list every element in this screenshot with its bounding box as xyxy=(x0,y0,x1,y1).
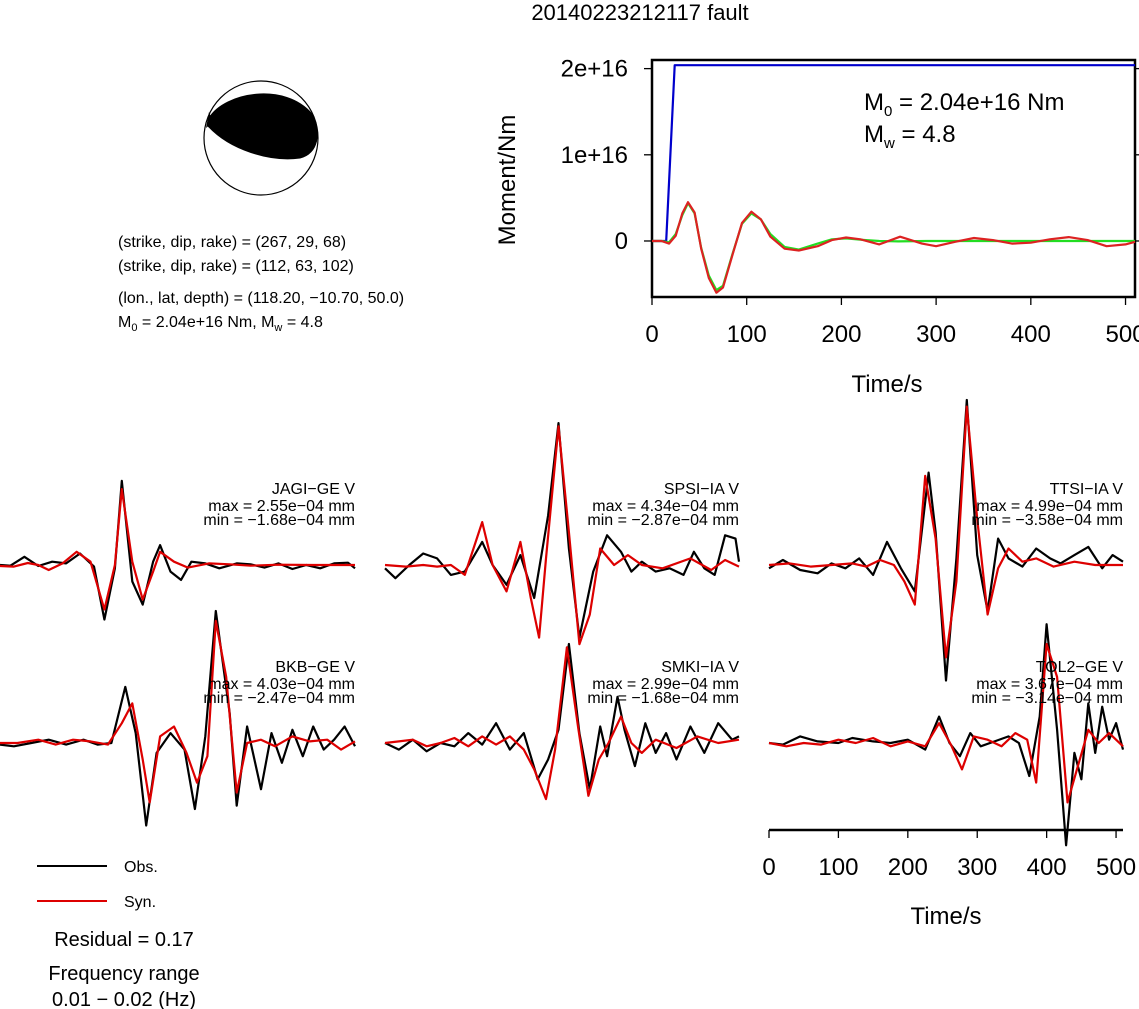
station-name: TTSI−IA V xyxy=(1050,481,1124,498)
station-name: SPSI−IA V xyxy=(664,481,739,498)
mechanism-line-2: (strike, dip, rake) = (112, 63, 102) xyxy=(118,258,354,275)
synthetic-waveform xyxy=(768,642,1124,804)
mechanism-text: (strike, dip, rake) = (267, 29, 68) (str… xyxy=(118,234,404,334)
m0-annotation: M0 = 2.04e+16 Nm xyxy=(864,89,1064,120)
mechanism-line-3: (lon., lat, depth) = (118.20, −10.70, 50… xyxy=(118,290,404,307)
waveform-x-tick-label: 300 xyxy=(957,854,997,881)
synthetic-waveform xyxy=(768,405,1123,659)
moment-plot-frame xyxy=(650,58,1137,299)
waveform-legend: Obs. Syn. Residual = 0.17 Frequency rang… xyxy=(37,859,200,1009)
station-max: max = 3.67e−04 mm xyxy=(976,676,1123,693)
synthetic-waveform xyxy=(0,619,356,804)
moment-series-green xyxy=(652,202,1135,292)
mw-annotation: Mw = 4.8 xyxy=(864,121,956,152)
figure-title: 20140223212117 fault xyxy=(531,0,748,25)
station-min: min = −3.58e−04 mm xyxy=(971,512,1123,529)
moment-chart: 0 100 200 300 400 500 0 1e+16 2e+16 Time/s Moment/… xyxy=(494,56,1139,398)
waveform-x-axis-label: Time/s xyxy=(910,903,981,930)
moment-y-tick-label: 2e+16 xyxy=(561,56,628,83)
observed-waveform xyxy=(0,609,356,827)
station-min: min = −1.68e−04 mm xyxy=(587,690,739,707)
station-min: min = −3.14e−04 mm xyxy=(971,690,1123,707)
station-max: max = 2.99e−04 mm xyxy=(592,676,739,693)
observed-waveform xyxy=(768,623,1125,847)
residual-text: Residual = 0.17 xyxy=(54,929,194,951)
obs-legend-label: Obs. xyxy=(124,859,158,876)
moment-x-tick-label: 0 xyxy=(645,321,658,348)
waveform-x-tick-label: 400 xyxy=(1027,854,1067,881)
moment-x-tick-label: 400 xyxy=(1011,321,1051,348)
moment-series-red xyxy=(652,201,1136,294)
focal-mechanism-beachball xyxy=(203,80,319,196)
synthetic-waveform xyxy=(0,488,355,611)
station-max: max = 4.34e−04 mm xyxy=(592,498,739,515)
station-min: min = −1.68e−04 mm xyxy=(203,512,355,529)
station-name: JAGI−GE V xyxy=(272,481,355,498)
waveform-x-tick-label: 100 xyxy=(818,854,858,881)
station-min: min = −2.87e−04 mm xyxy=(587,512,739,529)
frequency-range-value: 0.01 − 0.02 (Hz) xyxy=(52,989,196,1009)
moment-x-tick-label: 200 xyxy=(821,321,861,348)
synthetic-waveform xyxy=(384,646,740,801)
moment-x-tick-label: 100 xyxy=(727,321,767,348)
waveform-x-tick-label: 500 xyxy=(1096,854,1136,881)
moment-series xyxy=(652,64,1136,294)
syn-legend-label: Syn. xyxy=(124,894,156,911)
observed-waveform xyxy=(768,398,1124,682)
station-name: TOL2−GE V xyxy=(1036,659,1124,676)
waveform-time-axis: 0 100 200 300 400 500 Time/s xyxy=(762,828,1136,930)
moment-x-tick-label: 500 xyxy=(1106,321,1139,348)
moment-x-tick-label: 300 xyxy=(916,321,956,348)
station-max: max = 4.03e−04 mm xyxy=(208,676,355,693)
station-max: max = 2.55e−04 mm xyxy=(208,498,355,515)
moment-axes: 0 100 200 300 400 500 0 1e+16 2e+16 Time/s Moment/… xyxy=(494,56,1139,398)
mechanism-line-1: (strike, dip, rake) = (267, 29, 68) xyxy=(118,234,346,251)
moment-y-tick-label: 1e+16 xyxy=(561,142,628,169)
synthetic-waveform xyxy=(384,425,740,646)
station-name: SMKI−IA V xyxy=(661,659,739,676)
moment-y-tick-label: 0 xyxy=(615,228,628,255)
moment-y-axis-label: Moment/Nm xyxy=(494,115,521,246)
station-min: min = −2.47e−04 mm xyxy=(203,690,355,707)
station-name: BKB−GE V xyxy=(275,659,355,676)
station-max: max = 4.99e−04 mm xyxy=(976,498,1123,515)
mechanism-line-4: M0 = 2.04e+16 Nm, Mw = 4.8 xyxy=(118,314,323,334)
moment-x-axis-label: Time/s xyxy=(851,371,922,398)
frequency-range-label: Frequency range xyxy=(48,963,199,985)
waveform-x-tick-label: 0 xyxy=(762,854,775,881)
waveform-x-tick-label: 200 xyxy=(888,854,928,881)
